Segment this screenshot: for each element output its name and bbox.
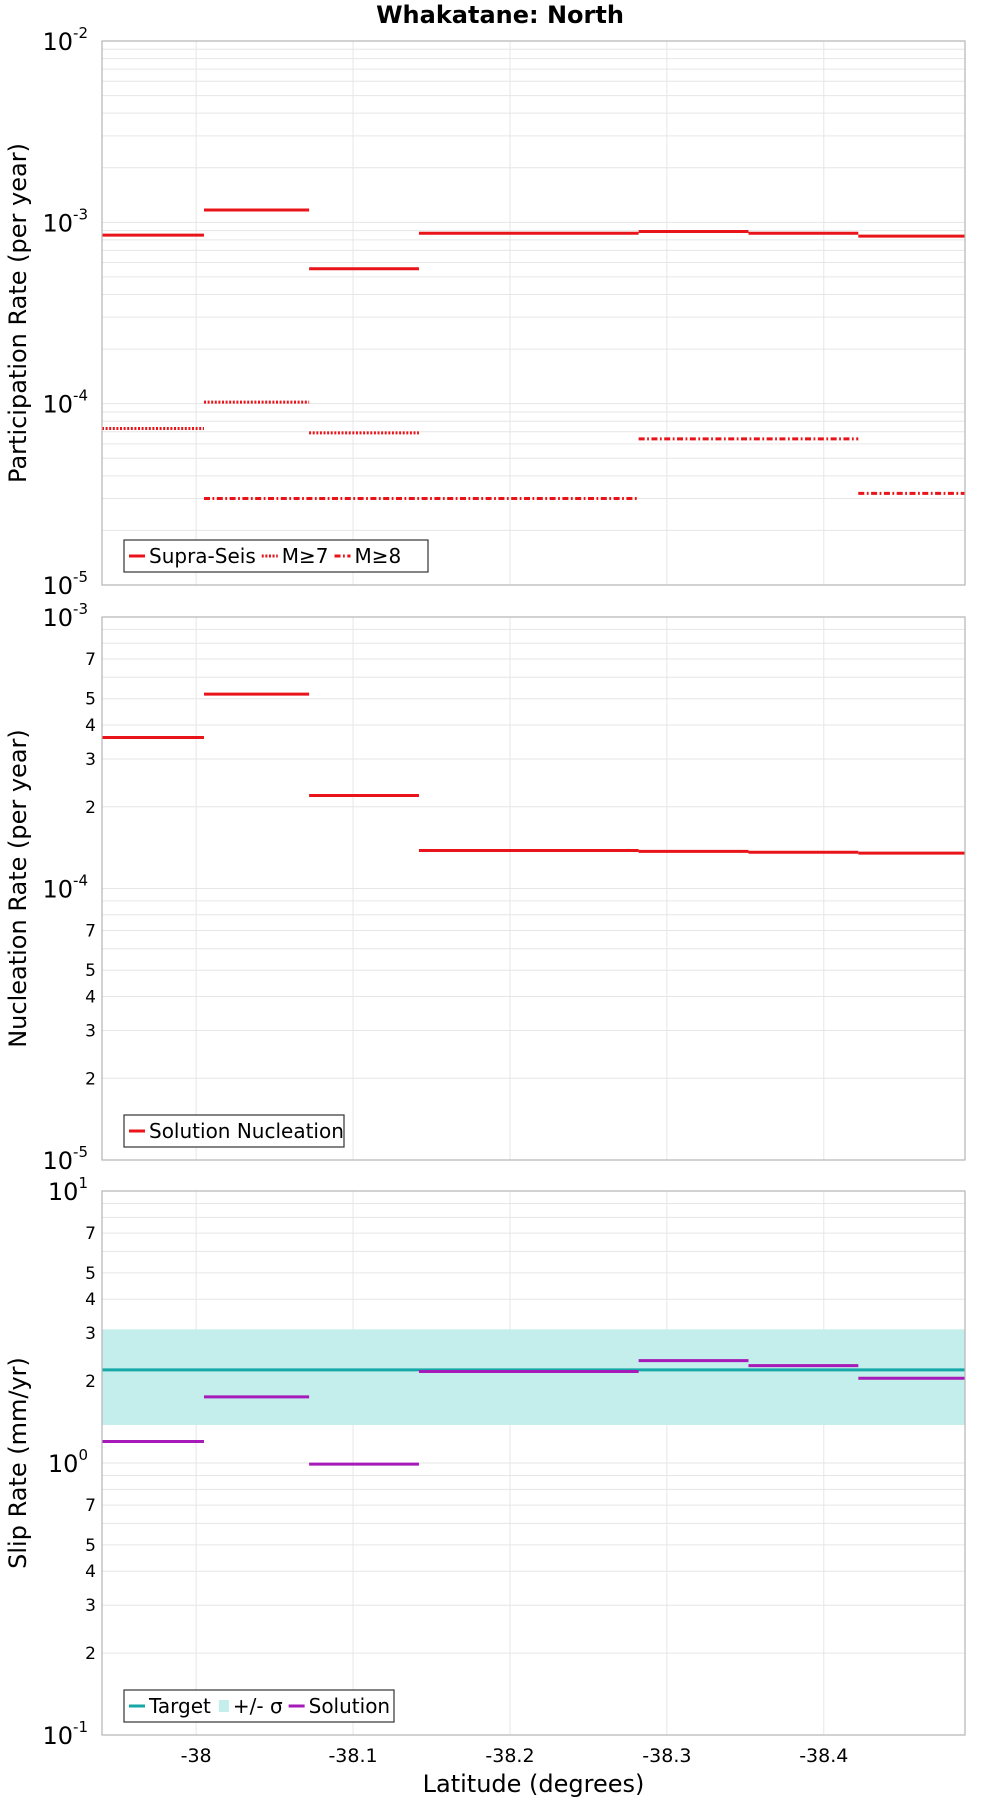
- legend: Supra-Seis M≥7 M≥8: [123, 539, 429, 573]
- legend-box: [123, 1689, 395, 1723]
- y-tick-label: 10-3: [42, 600, 88, 632]
- y-tick-label: 10-2: [42, 24, 88, 56]
- y-tick-label: 10-4: [42, 872, 88, 904]
- legend-label: Solution: [309, 1694, 390, 1718]
- participation-panel: 10-2 10-3 10-4 10-5 Participation Rate (per …: [4, 24, 966, 600]
- plot-frame: [101, 40, 966, 586]
- y-minor-tick-label: 7: [85, 922, 96, 942]
- x-tick-label: -38: [181, 1745, 212, 1767]
- legend-swatch: [218, 1700, 229, 1712]
- y-minor-tick-label: 5: [85, 1264, 96, 1284]
- plot-frame: [101, 616, 966, 1161]
- y-minor-tick-label: 3: [85, 1596, 96, 1616]
- y-minor-tick-label: 2: [85, 798, 96, 818]
- y-axis-label: Participation Rate (per year): [4, 143, 32, 483]
- y-minor-tick-label: 4: [85, 1562, 96, 1582]
- y-tick-label: 100: [48, 1446, 88, 1478]
- plot-frame: [101, 1190, 966, 1736]
- y-axis-label: Slip Rate (mm/yr): [4, 1357, 32, 1569]
- y-tick-label: 10-5: [42, 568, 88, 600]
- sigma-band: [102, 1329, 965, 1425]
- y-minor-tick-label: 5: [85, 690, 96, 710]
- y-minor-tick-label: 2: [85, 1069, 96, 1089]
- legend: Solution Nucleation: [123, 1114, 345, 1148]
- y-minor-tick-label: 7: [85, 1224, 96, 1244]
- x-tick-label: -38.4: [799, 1745, 848, 1767]
- x-axis-label: Latitude (degrees): [423, 1770, 645, 1798]
- y-minor-tick-label: 3: [85, 750, 96, 770]
- y-tick-label: 10-5: [42, 1143, 88, 1175]
- y-minor-tick-label: 4: [85, 716, 96, 736]
- y-tick-label: 10-1: [42, 1718, 88, 1750]
- y-minor-tick-label: 3: [85, 1021, 96, 1041]
- x-tick-label: -38.1: [328, 1745, 377, 1767]
- y-tick-label: 10-4: [42, 387, 88, 419]
- nucleation-panel: 10-3 10-4 10-5 7 5 4 3 2 7 5 4 3 2 Nucleation Rate (p…: [4, 600, 966, 1175]
- legend-label: +/- σ: [233, 1694, 283, 1718]
- y-minor-tick-label: 2: [85, 1372, 96, 1392]
- y-tick-label: 101: [48, 1174, 88, 1206]
- y-minor-tick-label: 4: [85, 1290, 96, 1310]
- y-minor-tick-label: 7: [85, 650, 96, 670]
- y-minor-tick-label: 7: [85, 1496, 96, 1516]
- y-tick-label: 10-3: [42, 205, 88, 237]
- x-tick-label: -38.2: [485, 1745, 534, 1767]
- y-minor-tick-label: 4: [85, 988, 96, 1008]
- legend-box: [123, 539, 429, 573]
- slip-panel: 101 100 10-1 7 5 4 3 2 7 5 4 3 2 Slip Rate (mm/yr) -38…: [4, 1174, 966, 1798]
- legend-label: Target: [148, 1694, 211, 1718]
- y-minor-tick-label: 2: [85, 1644, 96, 1664]
- y-minor-tick-label: 5: [85, 961, 96, 981]
- legend-label: Supra-Seis: [149, 544, 256, 568]
- legend-label: Solution Nucleation: [149, 1119, 344, 1143]
- y-axis-label: Nucleation Rate (per year): [4, 729, 32, 1048]
- legend-label: M≥8: [355, 544, 402, 568]
- x-tick-label: -38.3: [642, 1745, 691, 1767]
- legend-box: [123, 1114, 345, 1148]
- legend: Target +/- σ Solution: [123, 1689, 395, 1723]
- legend-label: M≥7: [282, 544, 329, 568]
- y-minor-tick-label: 3: [85, 1324, 96, 1344]
- y-minor-tick-label: 5: [85, 1536, 96, 1556]
- chart-title: Whakatane: North: [376, 1, 624, 29]
